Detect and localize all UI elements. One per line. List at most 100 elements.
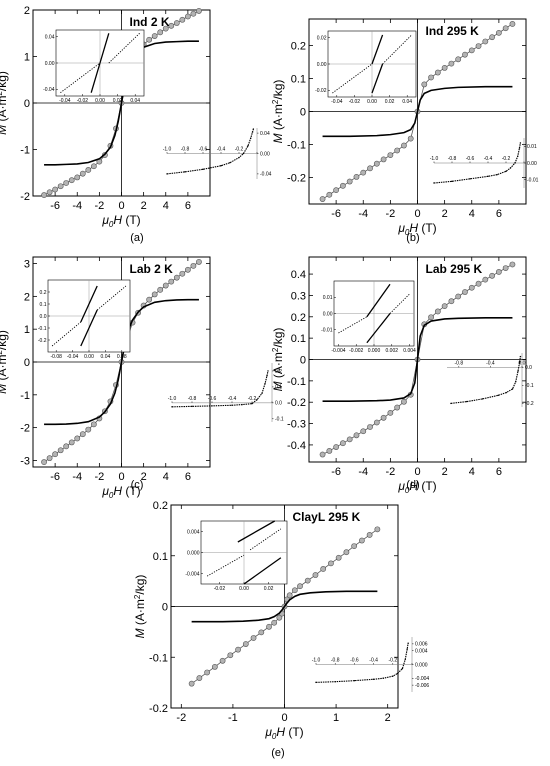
data-point (63, 443, 70, 450)
inset-x-tick-label: 0.002 (386, 348, 399, 354)
y-tick-label: -1 (20, 145, 30, 157)
data-point (188, 680, 195, 687)
inset-tail-point (518, 361, 521, 363)
inset-tail-x-tick-label: -1.0 (163, 147, 172, 153)
data-point (162, 282, 169, 289)
x-axis-label: μ0H (T) (101, 213, 140, 229)
data-point (276, 614, 283, 621)
y-tick-label: -0.1 (287, 140, 306, 152)
inset-x-tick-label: 0.00 (239, 586, 249, 592)
inset-tail-x-tick-label: -0.4 (484, 156, 493, 162)
inset-tail-point (247, 145, 249, 147)
inset-y-tick-label: 0.1 (40, 302, 47, 308)
inset-y-tick-label: 0.04 (45, 34, 55, 40)
inset-y-tick-label: 0.0 (40, 314, 47, 320)
inset-x-tick-label: -0.002 (349, 348, 363, 354)
data-point (428, 74, 434, 81)
chart-panel-c: -6 -4 -2 0 2 4 6 -3 -2 -1 0 1 2 3 Lab 2 K μ0H (T) M (A·m… (0, 256, 284, 500)
inset-tail-x-tick-label: 0.0 (519, 360, 526, 366)
x-axis-label: μ0H (T) (264, 725, 303, 741)
inset-tail-point (433, 182, 435, 184)
inset-tail-x-tick-label: -0.6 (350, 658, 359, 664)
inset-tail-point (450, 402, 452, 405)
data-point (52, 186, 59, 193)
data-point (90, 421, 97, 428)
y-tick-label: 0.1 (291, 73, 306, 85)
x-tick-label: 1 (333, 712, 339, 724)
inset-tail-point (497, 394, 500, 396)
inset-tail-x-tick-label: -0.8 (188, 396, 197, 402)
x-axis-label: μ0H (T) (397, 479, 436, 495)
data-point (286, 592, 293, 599)
inset-tail-point (406, 648, 408, 650)
y-tick-label: 0.1 (153, 551, 168, 563)
inset-tail: -1.0 -0.8 -0.6 -0.4 -0.2 -0.01 0.00 0.01 (430, 138, 539, 188)
data-point (146, 36, 153, 43)
data-point (250, 635, 257, 641)
data-point (455, 56, 462, 63)
inset-loop-branch (382, 34, 412, 65)
data-point (387, 409, 394, 416)
x-tick-label: 2 (141, 200, 147, 212)
inset-x-tick-label: 0.08 (117, 354, 127, 360)
inset-tail-y-tick-label: 0.1 (275, 385, 282, 391)
x-tick-label: 6 (185, 200, 191, 212)
y-tick-label: 0.2 (291, 40, 306, 52)
inset-tail-point (191, 405, 193, 408)
inset-tail-point (505, 391, 507, 394)
x-tick-label: 4 (163, 200, 169, 212)
data-point (502, 265, 509, 272)
inset-x-tick-label: 0.00 (95, 98, 105, 104)
y-tick-label: 2 (24, 5, 30, 17)
y-axis-label: M (A·m2/kg) (0, 71, 9, 135)
data-point (448, 298, 455, 305)
data-point (168, 22, 175, 29)
inset-x-tick-label: -0.02 (214, 586, 226, 592)
data-point (57, 183, 64, 190)
inset-y-tick-label: -0.2 (38, 338, 47, 344)
inset-tail-x-tick-label: -0.4 (369, 658, 378, 664)
inset-loop: -0.02 0.00 0.02 -0.004 0.000 0.004 (185, 520, 288, 592)
y-tick-label: 0.2 (153, 500, 168, 512)
inset-tail-point (392, 675, 394, 677)
data-point (360, 169, 367, 176)
inset-loop-branch (249, 528, 282, 551)
inset-loop-branch (60, 62, 101, 94)
x-tick-label: -6 (50, 471, 60, 483)
inset-tail-x-tick-label: -0.2 (388, 658, 397, 664)
y-axis-label: M (A·m2/kg) (271, 80, 285, 144)
inset-tail-point (517, 155, 519, 158)
data-point (434, 308, 441, 315)
inset-tail-point (496, 173, 498, 176)
inset-x-tick-label: 0.02 (264, 586, 274, 592)
inset-tail-point (401, 667, 404, 670)
inset-x-tick-label: -0.08 (50, 354, 62, 360)
x-tick-label: -6 (331, 208, 341, 220)
y-tick-label: 0.4 (291, 269, 306, 281)
inset-tail-curve (450, 356, 521, 404)
inset-tail-x-tick-label: -0.2 (235, 147, 244, 153)
data-point (46, 189, 53, 196)
inset-loop-branch (366, 313, 391, 344)
data-point (151, 33, 158, 39)
inset-y-tick-label: 0.004 (187, 529, 200, 535)
data-point (335, 554, 342, 561)
data-point (358, 537, 365, 544)
inset-x-tick-label: -0.02 (77, 98, 89, 104)
inset-tail-y-tick-label: -0.006 (415, 683, 429, 689)
inset-tail-point (519, 355, 522, 358)
x-tick-label: 0 (118, 471, 124, 483)
data-point (258, 629, 265, 636)
y-tick-label: 0 (162, 602, 168, 614)
hysteresis-curve (44, 40, 199, 166)
data-point (462, 289, 468, 295)
panel-title: Ind 295 K (426, 24, 480, 38)
inset-x-tick-label: -0.04 (59, 98, 71, 104)
x-tick-label: 6 (496, 466, 502, 478)
inset-loop-branch (80, 309, 98, 347)
inset-tail-point (229, 161, 231, 164)
data-point (157, 29, 164, 36)
x-tick-label: 6 (185, 471, 191, 483)
inset-y-tick-label: 0.00 (323, 311, 333, 317)
data-point (196, 8, 202, 14)
